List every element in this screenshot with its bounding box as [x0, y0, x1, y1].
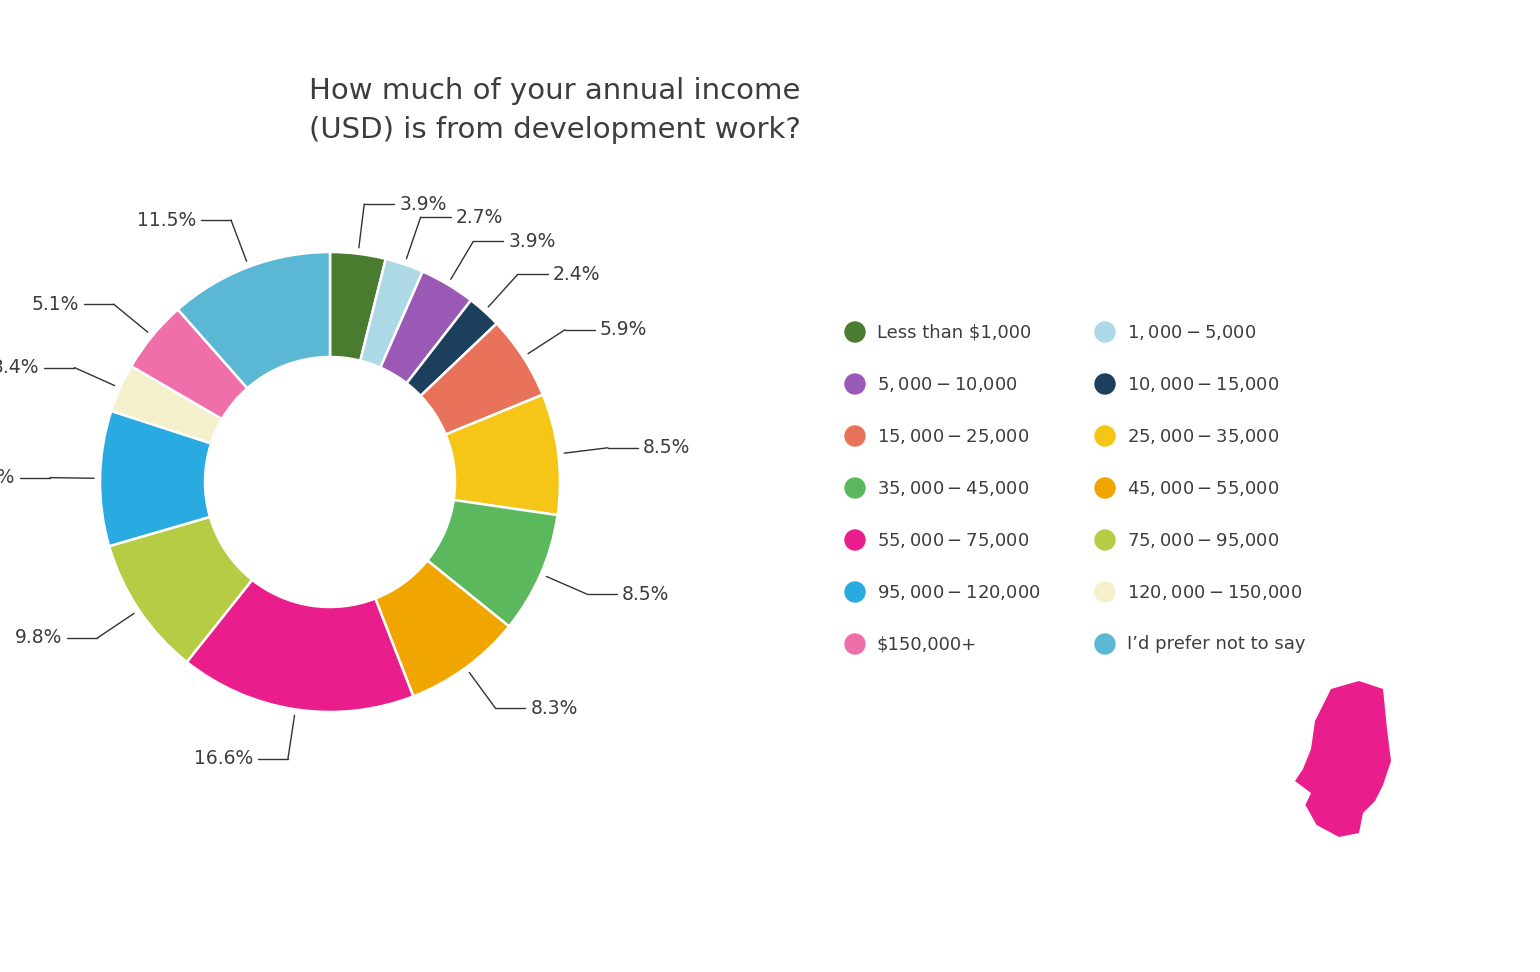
Text: $15,000-$25,000: $15,000-$25,000 — [876, 427, 1029, 445]
Text: $120,000-$150,000: $120,000-$150,000 — [1127, 582, 1303, 602]
Circle shape — [845, 478, 865, 498]
Circle shape — [1095, 530, 1115, 550]
Text: $75,000-$95,000: $75,000-$95,000 — [1127, 531, 1280, 549]
Wedge shape — [100, 411, 211, 546]
Text: How much of your annual income
(USD) is from development work?: How much of your annual income (USD) is … — [310, 77, 801, 144]
Text: 5.1%: 5.1% — [31, 295, 79, 314]
Text: 3.9%: 3.9% — [508, 232, 556, 251]
Wedge shape — [186, 580, 413, 712]
Wedge shape — [179, 252, 330, 388]
Wedge shape — [330, 252, 387, 361]
Circle shape — [845, 582, 865, 602]
Text: 2.4%: 2.4% — [553, 264, 601, 284]
Text: I’d prefer not to say: I’d prefer not to say — [1127, 635, 1306, 653]
Text: 16.6%: 16.6% — [194, 749, 253, 768]
Text: $5,000-$10,000: $5,000-$10,000 — [876, 374, 1018, 394]
Wedge shape — [109, 517, 253, 662]
Text: 9.5%: 9.5% — [0, 469, 15, 487]
Circle shape — [1095, 634, 1115, 654]
Text: 11.5%: 11.5% — [137, 211, 196, 229]
Wedge shape — [420, 324, 542, 434]
Wedge shape — [111, 366, 222, 443]
Circle shape — [845, 322, 865, 342]
Text: 8.5%: 8.5% — [622, 584, 668, 604]
Wedge shape — [360, 259, 422, 367]
Text: 3.9%: 3.9% — [399, 194, 447, 214]
Text: 9.8%: 9.8% — [15, 629, 63, 647]
Text: $1,000-$5,000: $1,000-$5,000 — [1127, 323, 1257, 341]
Text: 8.3%: 8.3% — [530, 699, 578, 717]
Text: Less than $1,000: Less than $1,000 — [876, 323, 1032, 341]
Circle shape — [1095, 426, 1115, 446]
Circle shape — [1095, 478, 1115, 498]
Text: $55,000-$75,000: $55,000-$75,000 — [876, 531, 1029, 549]
Circle shape — [845, 530, 865, 550]
Text: 3.4%: 3.4% — [0, 358, 40, 377]
Circle shape — [1095, 582, 1115, 602]
Text: 2.7%: 2.7% — [456, 208, 504, 226]
Wedge shape — [445, 395, 561, 515]
PathPatch shape — [1295, 681, 1391, 837]
Circle shape — [1095, 322, 1115, 342]
Text: $35,000-$45,000: $35,000-$45,000 — [876, 478, 1029, 498]
Wedge shape — [380, 271, 471, 383]
Wedge shape — [427, 500, 557, 626]
Circle shape — [845, 426, 865, 446]
Circle shape — [845, 374, 865, 394]
Wedge shape — [131, 309, 248, 419]
Text: 8.5%: 8.5% — [642, 438, 690, 457]
Wedge shape — [407, 300, 497, 396]
Circle shape — [1095, 374, 1115, 394]
Text: 5.9%: 5.9% — [601, 320, 647, 339]
Text: $95,000-$120,000: $95,000-$120,000 — [876, 582, 1041, 602]
Text: $10,000-$15,000: $10,000-$15,000 — [1127, 374, 1280, 394]
Text: $25,000-$35,000: $25,000-$35,000 — [1127, 427, 1280, 445]
Circle shape — [845, 634, 865, 654]
Wedge shape — [376, 561, 510, 696]
Text: $45,000-$55,000: $45,000-$55,000 — [1127, 478, 1280, 498]
Text: $150,000+: $150,000+ — [876, 635, 976, 653]
